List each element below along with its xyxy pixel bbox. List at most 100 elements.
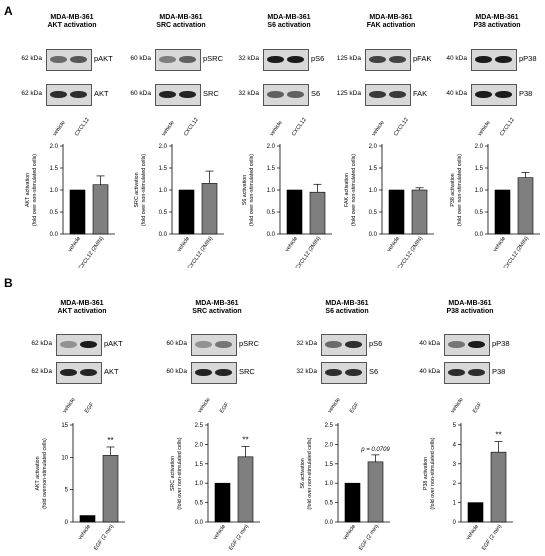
western-blot-strip [471,84,517,106]
group-title-line: MDA-MB-361 [159,14,203,21]
group-title-line: P38 activation [446,308,494,315]
lane-label: CXCL12 [74,116,91,138]
bar-chart: FAK activation (fold over non-stimulated … [344,144,434,268]
y-tick-label: 0.0 [369,232,378,238]
x-tick-label: CXCL12 (2MIN) [78,236,105,268]
y-tick-label: 0.0 [195,520,204,526]
group-title-line: MDA-MB-361 [448,300,492,307]
y-tick-label: 0.5 [267,210,276,216]
x-tick-label: vehicle [284,236,299,253]
group-title: MDA-MB-361 S6 activation [307,300,387,316]
y-tick-label: 1.0 [159,188,168,194]
blot-band [215,369,232,376]
lane-label: EGF [84,401,96,415]
protein-label: P38 [519,89,533,98]
western-blot-strip [191,362,237,384]
y-tick-label: 15 [61,423,68,429]
molecular-weight-label: 40 kDa [446,90,467,97]
group-title-line: MDA-MB-361 [60,300,104,307]
western-blot-strip [56,362,102,384]
molecular-weight-label: 32 kDa [238,55,259,62]
blot-band [287,91,304,98]
y-tick-label: 1.5 [195,462,204,468]
bar-vehicle [494,189,511,235]
y-tick-label: 0.0 [50,232,59,238]
blot-band [345,341,362,348]
group-title-line: MDA-MB-361 [325,300,369,307]
group-title: MDA-MB-361 P38 activation [430,300,510,316]
x-tick-label: vehicle [386,236,401,253]
y-tick-label: 0.5 [475,210,484,216]
western-blot-strip [46,49,92,71]
bar-chart: P38 activation (fold over non-stimulated … [450,144,540,268]
y-axis-label: (fold over non-stimulated cells) [141,154,147,226]
group-title-line: MDA-MB-361 [475,14,519,21]
lane-label: vehicle [327,396,342,415]
x-tick-label: vehicle [492,236,507,253]
y-tick-label: 0.0 [159,232,168,238]
y-axis-label: S6 activation [242,175,248,205]
y-tick-label: 2.0 [159,144,168,150]
molecular-weight-label: 60 kDa [130,90,151,97]
y-tick-label: 4 [453,442,457,448]
x-tick-label: vehicle [342,524,357,541]
protein-label: P38 [492,367,506,376]
molecular-weight-label: 62 kDa [31,340,52,347]
western-blot-strip [365,49,411,71]
y-tick-label: 1.0 [195,481,204,487]
y-tick-label: 1 [453,501,457,507]
x-tick-label: EGF (2 min) [93,524,115,552]
y-axis-label: (fold over non-stimulated cells) [430,437,436,509]
blot-band [495,56,512,63]
western-blot-strip [471,49,517,71]
blot-band [287,56,304,63]
y-tick-label: 10 [61,455,68,461]
y-tick-label: 0.0 [267,232,276,238]
blot-band [369,56,386,63]
lane-label: vehicle [52,119,67,138]
bar-treated [490,451,507,523]
y-axis-label: P38 activation [450,173,456,206]
molecular-weight-label: 40 kDa [419,340,440,347]
y-axis-label: (fold over non-stimulated cells) [177,437,183,509]
bar-chart: SRC activation (fold over non-stimulated … [134,144,224,268]
molecular-weight-label: 60 kDa [166,368,187,375]
x-tick-label: EGF (2 min) [228,524,250,552]
y-tick-label: 5 [453,423,457,429]
blot-band [468,369,485,376]
group-title: MDA-MB-361 SRC activation [141,14,221,30]
protein-label: pS6 [369,339,383,348]
molecular-weight-label: 32 kDa [238,90,259,97]
bar-chart: P38 activation (fold over non-stimulated … [423,423,513,552]
x-tick-label: CXCL12 (2MIN) [503,236,530,268]
y-tick-label: 1.5 [369,166,378,172]
bar-treated [237,456,254,523]
protein-label: pS6 [311,54,325,63]
panel-label: B [4,276,13,290]
blot-band [159,56,176,63]
blot-band [195,341,212,348]
lane-label: vehicle [197,396,212,415]
y-axis-label: S6 activation [300,458,306,488]
lane-label: vehicle [62,396,77,415]
blot-band [50,91,67,98]
protein-label: S6 [311,89,321,98]
blot-band [267,56,284,63]
blot-band [60,369,77,376]
y-tick-label: 2 [453,481,457,487]
molecular-weight-label: 62 kDa [21,55,42,62]
y-tick-label: 5 [65,488,69,494]
lane-label: EGF [219,401,231,415]
group-title-line: MDA-MB-361 [50,14,94,21]
western-blot-strip [321,334,367,356]
significance-annotation: ** [242,435,248,444]
y-tick-label: 1.0 [475,188,484,194]
blot-band [179,56,196,63]
bar-vehicle [467,502,484,523]
y-tick-label: 2.5 [195,423,204,429]
lane-label: EGF [349,401,361,415]
bar-treated [102,455,119,523]
molecular-weight-label: 40 kDa [446,55,467,62]
western-blot-strip [365,84,411,106]
bar-treated [92,184,109,235]
